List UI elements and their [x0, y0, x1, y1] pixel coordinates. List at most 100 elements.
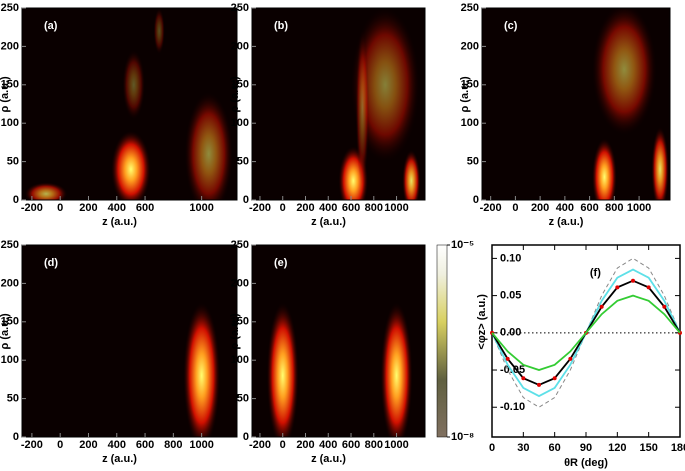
panel-label: (b): [274, 20, 288, 32]
panel-label: (e): [274, 257, 288, 269]
panel-label: (a): [44, 20, 58, 32]
x-axis-label: z (a.u.): [102, 216, 137, 228]
y-axis-label: ρ (a.u.): [459, 76, 471, 112]
x-tick-label: 1000: [189, 202, 213, 214]
data-point: [646, 285, 651, 290]
x-tick-label: 400: [319, 202, 337, 214]
data-point: [537, 382, 541, 387]
y-axis-label: <φz> (a.u.): [476, 294, 488, 350]
y-tick-label: 50: [7, 156, 19, 168]
y-axis-label: ρ (a.u.): [229, 76, 241, 112]
series-line: [491, 257, 681, 408]
data-point: [662, 304, 667, 309]
series-line: [491, 294, 681, 371]
y-axis-label: ρ (a.u.): [0, 76, 11, 112]
x-tick-label: 200: [531, 202, 549, 214]
plot-frame: [21, 7, 238, 201]
x-tick-label: 400: [108, 439, 126, 451]
y-tick-label: 200: [461, 40, 479, 52]
data-point: [552, 376, 557, 381]
x-axis-label: z (a.u.): [311, 216, 346, 228]
x-tick-label: -200: [480, 202, 502, 214]
x-tick-label: 400: [556, 202, 574, 214]
x-tick-label: 600: [136, 202, 154, 214]
intensity-blob: [592, 138, 617, 200]
intensity-map: [183, 302, 221, 437]
colorbar: [436, 244, 448, 438]
x-axis-label: z (a.u.): [549, 216, 584, 228]
intensity-blob: [380, 302, 413, 437]
x-axis-label: θR (deg): [564, 457, 608, 469]
x-tick-label: 60: [549, 442, 561, 454]
x-tick-label: 800: [365, 439, 383, 451]
x-tick-label: -200: [249, 202, 271, 214]
intensity-blob: [24, 182, 68, 200]
intensity-blob: [402, 150, 421, 200]
intensity-blob: [183, 302, 221, 437]
y-axis-label: ρ (a.u.): [0, 313, 11, 349]
y-tick-label: 50: [7, 393, 19, 405]
y-tick-label: 100: [1, 354, 19, 366]
x-tick-label: 0: [57, 439, 63, 451]
intensity-blob: [651, 127, 669, 200]
x-tick-label: 0: [57, 202, 63, 214]
colorbar-label: 10⁻⁵: [451, 239, 474, 251]
intensity-map: [24, 8, 233, 200]
intensity-blob: [111, 130, 151, 200]
y-tick-label: 150: [231, 79, 249, 91]
x-tick-label: 600: [342, 202, 360, 214]
x-tick-label: 600: [342, 439, 360, 451]
y-tick-label: 0.10: [500, 252, 521, 264]
intensity-blob: [355, 31, 370, 185]
x-tick-label: 600: [580, 202, 598, 214]
colorbar-label: 10⁻⁸: [451, 431, 474, 443]
plot-frame: [21, 244, 238, 438]
y-tick-label: 200: [231, 277, 249, 289]
y-tick-label: 0: [13, 194, 19, 206]
plot-frame: [251, 244, 426, 438]
x-tick-label: -200: [249, 439, 271, 451]
y-tick-label: 0.05: [500, 290, 521, 302]
y-tick-label: 150: [231, 316, 249, 328]
y-tick-label: 250: [1, 239, 19, 251]
x-tick-label: 120: [608, 442, 626, 454]
data-point: [568, 356, 573, 361]
x-tick-label: 1000: [384, 202, 408, 214]
x-tick-label: 400: [108, 202, 126, 214]
x-tick-label: -200: [21, 439, 43, 451]
x-tick-label: 1000: [627, 202, 651, 214]
y-tick-label: 0.00: [500, 327, 521, 339]
x-axis-label: z (a.u.): [311, 453, 346, 465]
y-tick-label: 200: [1, 277, 19, 289]
x-tick-label: 200: [79, 439, 97, 451]
y-tick-label: 150: [461, 79, 479, 91]
x-tick-label: 1000: [189, 439, 213, 451]
intensity-map: [338, 8, 421, 200]
y-tick-label: 100: [461, 117, 479, 129]
x-tick-label: 800: [365, 202, 383, 214]
y-tick-label: 250: [1, 2, 19, 14]
intensity-blob: [184, 92, 233, 200]
x-tick-label: 150: [639, 442, 657, 454]
y-tick-label: 0: [13, 431, 19, 443]
x-tick-label: 800: [605, 202, 623, 214]
intensity-map: [266, 302, 413, 437]
y-tick-label: 200: [1, 40, 19, 52]
panel-label: (f): [590, 267, 601, 279]
intensity-blob: [266, 302, 299, 437]
x-tick-label: -200: [21, 202, 43, 214]
intensity-blob: [153, 8, 165, 55]
y-tick-label: 100: [231, 354, 249, 366]
x-tick-label: 200: [296, 439, 314, 451]
intensity-map: [592, 8, 669, 200]
y-tick-label: 100: [231, 117, 249, 129]
x-tick-label: 180: [671, 442, 685, 454]
y-tick-label: 0: [243, 194, 249, 206]
y-tick-label: 200: [231, 40, 249, 52]
x-tick-label: 200: [296, 202, 314, 214]
y-axis-label: ρ (a.u.): [229, 313, 241, 349]
x-tick-label: 800: [164, 439, 182, 451]
y-tick-label: 50: [467, 156, 479, 168]
panel-label: (c): [504, 20, 518, 32]
